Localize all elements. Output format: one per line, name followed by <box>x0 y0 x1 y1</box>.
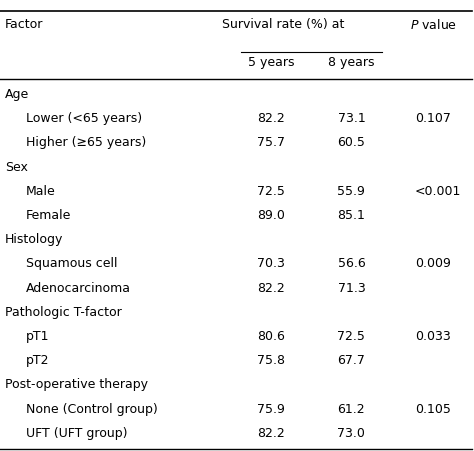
Text: 89.0: 89.0 <box>257 209 285 222</box>
Text: Higher (≥65 years): Higher (≥65 years) <box>26 136 146 149</box>
Text: 85.1: 85.1 <box>337 209 365 222</box>
Text: 67.7: 67.7 <box>337 354 365 367</box>
Text: 56.6: 56.6 <box>337 258 365 271</box>
Text: Adenocarcinoma: Adenocarcinoma <box>26 281 131 295</box>
Text: None (Control group): None (Control group) <box>26 403 158 416</box>
Text: 0.009: 0.009 <box>415 258 451 271</box>
Text: Lower (<65 years): Lower (<65 years) <box>26 112 142 125</box>
Text: 70.3: 70.3 <box>257 258 285 271</box>
Text: 73.0: 73.0 <box>337 427 365 440</box>
Text: 72.5: 72.5 <box>257 185 285 198</box>
Text: pT1: pT1 <box>26 330 49 343</box>
Text: Factor: Factor <box>5 18 43 31</box>
Text: $\it{P}$ value: $\it{P}$ value <box>410 18 457 32</box>
Text: 0.107: 0.107 <box>415 112 451 125</box>
Text: Age: Age <box>5 88 29 101</box>
Text: Histology: Histology <box>5 233 63 246</box>
Text: 55.9: 55.9 <box>337 185 365 198</box>
Text: pT2: pT2 <box>26 354 49 367</box>
Text: 72.5: 72.5 <box>337 330 365 343</box>
Text: Squamous cell: Squamous cell <box>26 258 118 271</box>
Text: Pathologic T-factor: Pathologic T-factor <box>5 306 121 319</box>
Text: 75.8: 75.8 <box>257 354 285 367</box>
Text: Female: Female <box>26 209 71 222</box>
Text: 82.2: 82.2 <box>257 281 285 295</box>
Text: UFT (UFT group): UFT (UFT group) <box>26 427 128 440</box>
Text: 61.2: 61.2 <box>337 403 365 416</box>
Text: 8 years: 8 years <box>328 56 374 69</box>
Text: Sex: Sex <box>5 161 27 174</box>
Text: <0.001: <0.001 <box>415 185 462 198</box>
Text: 0.033: 0.033 <box>415 330 451 343</box>
Text: 82.2: 82.2 <box>257 427 285 440</box>
Text: 75.9: 75.9 <box>257 403 285 416</box>
Text: 73.1: 73.1 <box>337 112 365 125</box>
Text: Male: Male <box>26 185 55 198</box>
Text: 71.3: 71.3 <box>337 281 365 295</box>
Text: Survival rate (%) at: Survival rate (%) at <box>222 18 344 31</box>
Text: Post-operative therapy: Post-operative therapy <box>5 378 148 391</box>
Text: 0.105: 0.105 <box>415 403 451 416</box>
Text: 80.6: 80.6 <box>257 330 285 343</box>
Text: 75.7: 75.7 <box>257 136 285 149</box>
Text: 5 years: 5 years <box>248 56 294 69</box>
Text: 60.5: 60.5 <box>337 136 365 149</box>
Text: 82.2: 82.2 <box>257 112 285 125</box>
